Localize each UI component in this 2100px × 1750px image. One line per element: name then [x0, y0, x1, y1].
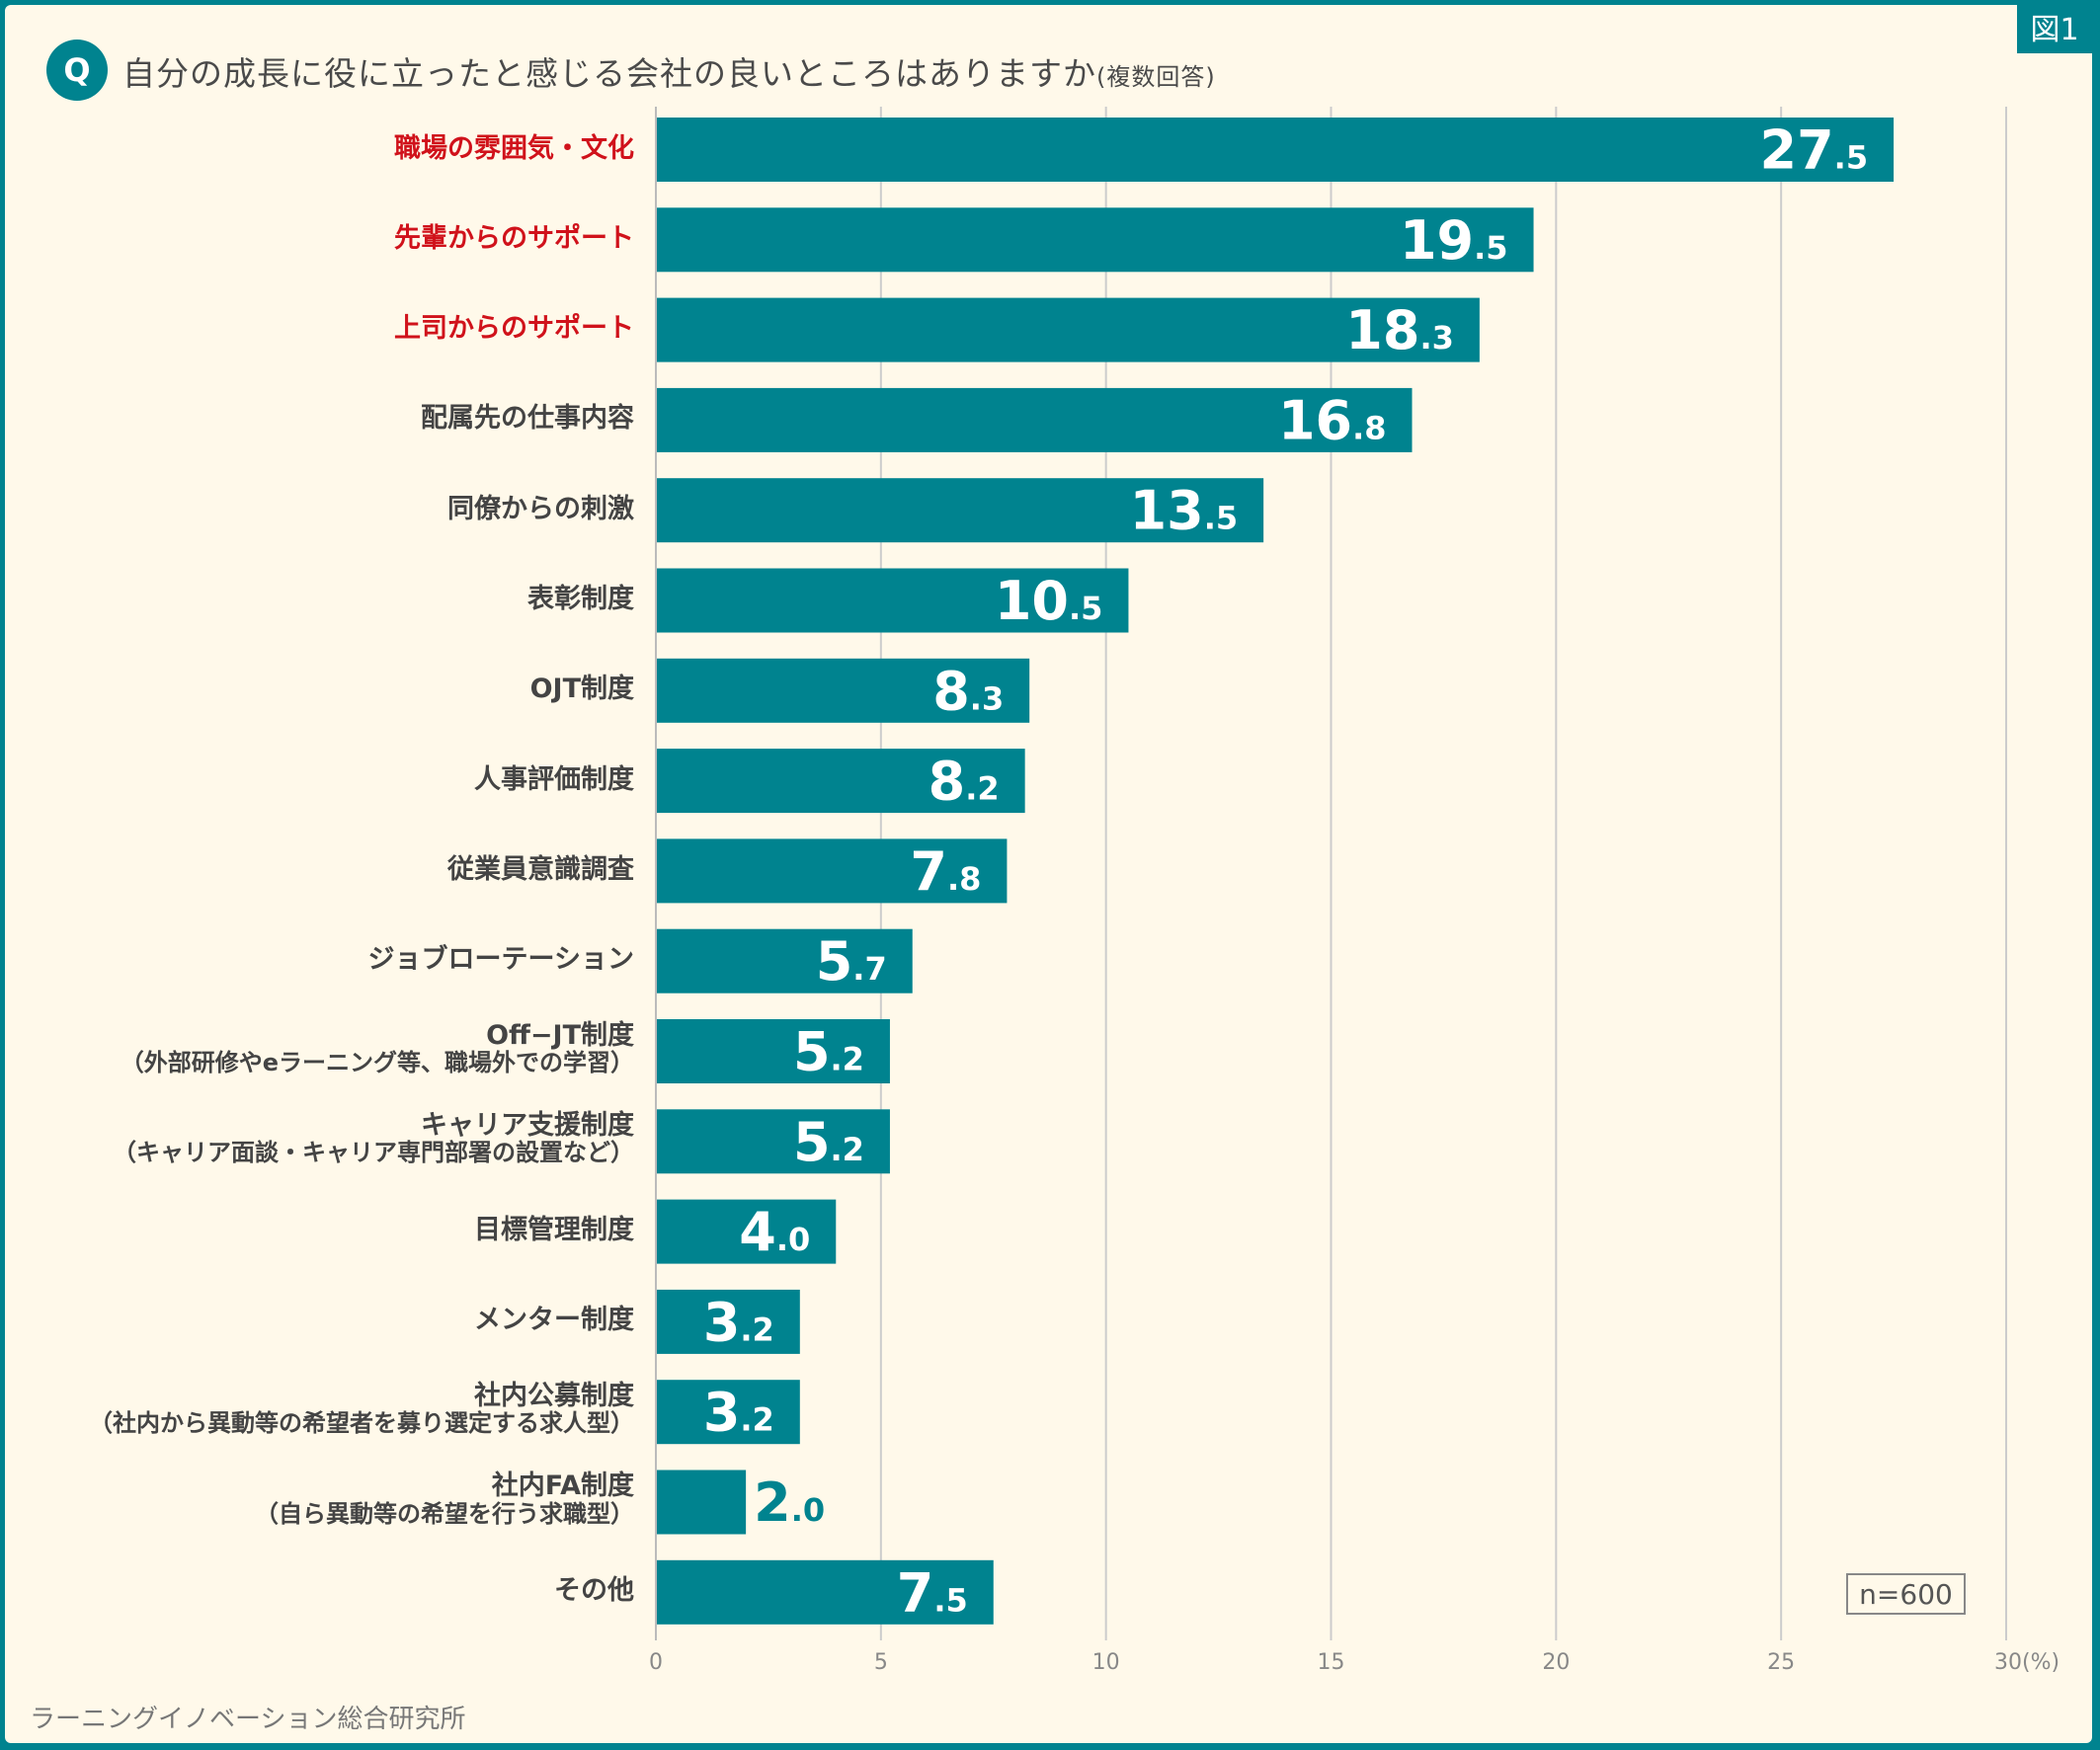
- value-label: 3.2: [703, 1291, 774, 1353]
- category-main: メンター制度: [474, 1305, 634, 1336]
- x-tick-label: 25: [1767, 1650, 1795, 1675]
- category-label: 人事評価制度: [474, 763, 634, 795]
- category-label: ジョブローテーション: [368, 945, 634, 975]
- bar: [656, 1199, 837, 1264]
- value-label: 7.5: [897, 1561, 968, 1624]
- category-label: その他: [554, 1576, 634, 1606]
- category-sub: （外部研修やeラーニング等、職場外での学習）: [120, 1049, 634, 1077]
- chart-title: 自分の成長に役に立ったと感じる会社の良いところはありますか(複数回答): [122, 47, 1216, 95]
- chart-frame: [5, 5, 2092, 1743]
- value-label: 2.0: [754, 1472, 825, 1534]
- bar: [656, 838, 1008, 904]
- title-text: 自分の成長に役に立ったと感じる会社の良いところはありますか: [122, 54, 1096, 93]
- value-label: 19.5: [1400, 209, 1508, 272]
- bar: [656, 1559, 994, 1625]
- category-label: 社内公募制度 （社内から異動等の希望者を募り選定する求人型）: [89, 1380, 634, 1438]
- figure-label: 図1: [2017, 0, 2092, 53]
- value-label: 8.2: [929, 751, 1000, 813]
- value-label: 5.7: [816, 930, 887, 993]
- category-main: OJT制度: [529, 674, 634, 705]
- category-main: 従業員意識調査: [447, 853, 634, 885]
- category-label: 同僚からの刺激: [447, 493, 634, 524]
- category-label: 従業員意識調査: [447, 855, 634, 885]
- bar: [656, 478, 1264, 543]
- value-label: 5.2: [793, 1111, 864, 1173]
- category-main: キャリア支援制度: [421, 1109, 634, 1141]
- category-main: 先輩からのサポート: [394, 222, 634, 254]
- source-text: ラーニングイノベーション総合研究所: [30, 1705, 466, 1734]
- value-label: 3.2: [703, 1382, 774, 1444]
- category-main: 上司からのサポート: [394, 313, 634, 345]
- category-sub: （キャリア面談・キャリア専門部署の設置など）: [113, 1139, 634, 1167]
- category-main: 配属先の仕事内容: [421, 403, 634, 435]
- x-tick-label: 15: [1318, 1650, 1345, 1675]
- category-label: 先輩からのサポート: [394, 222, 634, 254]
- category-main: ジョブローテーション: [367, 944, 634, 976]
- category-sub: （社内から異動等の希望者を募り選定する求人型）: [89, 1409, 634, 1438]
- value-label: 16.8: [1278, 389, 1387, 451]
- value-label: 10.5: [995, 570, 1103, 632]
- bar: [656, 297, 1480, 362]
- category-main: 同僚からの刺激: [447, 493, 634, 524]
- category-label: OJT制度: [530, 675, 634, 704]
- bar: [656, 658, 1030, 723]
- bar: [656, 568, 1129, 633]
- bar: [656, 1109, 890, 1174]
- bar: [656, 1470, 747, 1535]
- bar: [656, 387, 1413, 452]
- x-tick-label: 5: [874, 1650, 888, 1675]
- title-note: (複数回答): [1096, 63, 1216, 91]
- category-label: Off−JT制度 （外部研修やeラーニング等、職場外での学習）: [120, 1019, 634, 1077]
- category-main: 目標管理制度: [474, 1215, 634, 1246]
- value-label: 27.5: [1760, 119, 1869, 182]
- bar: [656, 207, 1534, 273]
- bar: [656, 1289, 800, 1354]
- category-main: その他: [554, 1575, 634, 1607]
- value-label: 7.8: [910, 840, 981, 903]
- x-tick-label: 10: [1092, 1650, 1120, 1675]
- category-label: 配属先の仕事内容: [421, 404, 634, 434]
- bar: [656, 118, 1895, 182]
- category-sub: （自ら異動等の希望を行う求職型）: [255, 1499, 634, 1528]
- category-main: 職場の雰囲気・文化: [394, 132, 634, 164]
- bar: [656, 749, 1025, 814]
- category-main: 社内FA制度: [491, 1471, 634, 1501]
- category-main: 人事評価制度: [474, 763, 634, 795]
- question-icon: Q: [46, 40, 108, 101]
- category-main: 表彰制度: [527, 584, 634, 614]
- x-tick-label: 0: [649, 1650, 663, 1675]
- category-main: Off−JT制度: [486, 1019, 634, 1051]
- bar: [656, 1019, 890, 1083]
- bar: [656, 1380, 800, 1445]
- value-label: 8.3: [932, 660, 1004, 722]
- category-main: 社内公募制度: [474, 1380, 634, 1411]
- x-tick-label: 20: [1542, 1650, 1570, 1675]
- category-label: 目標管理制度: [474, 1216, 634, 1245]
- value-label: 18.3: [1345, 299, 1454, 361]
- category-label: 職場の雰囲気・文化: [394, 132, 634, 164]
- bar: [656, 928, 913, 994]
- value-label: 4.0: [739, 1201, 810, 1263]
- sample-size-box: n=600: [1846, 1573, 1966, 1615]
- category-label: 表彰制度: [527, 585, 634, 614]
- category-label: 上司からのサポート: [394, 314, 634, 344]
- category-label: キャリア支援制度 （キャリア面談・キャリア専門部署の設置など）: [113, 1109, 634, 1167]
- value-label: 5.2: [793, 1021, 864, 1083]
- value-label: 13.5: [1130, 480, 1239, 542]
- category-label: メンター制度: [474, 1306, 634, 1335]
- category-label: 社内FA制度 （自ら異動等の希望を行う求職型）: [255, 1472, 634, 1527]
- x-tick-label: 30(%): [1994, 1650, 2060, 1675]
